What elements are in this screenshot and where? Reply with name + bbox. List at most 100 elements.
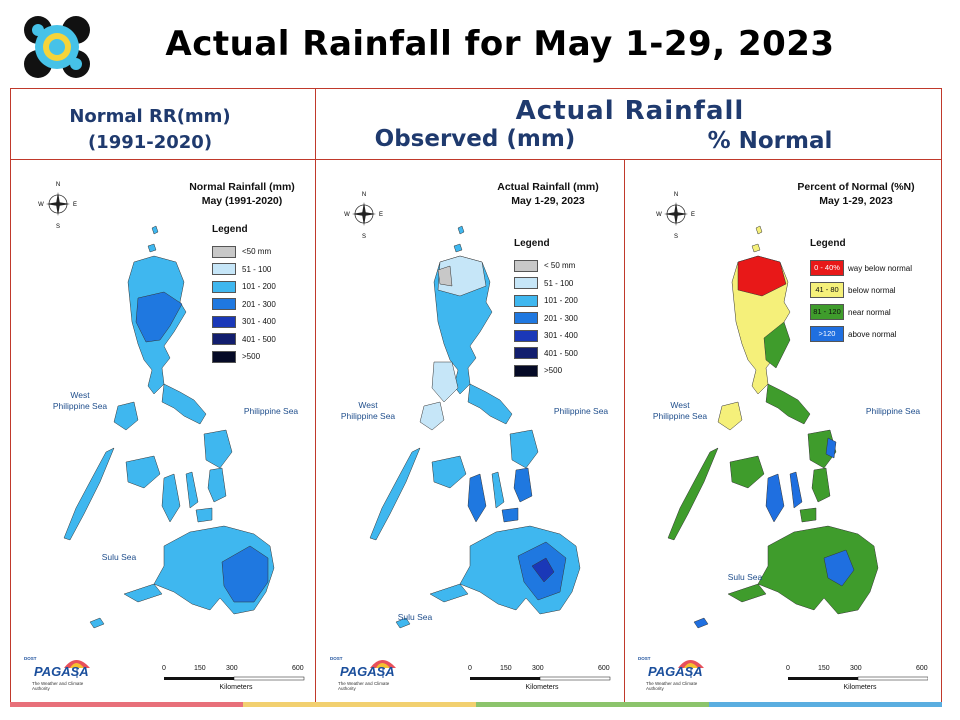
page-title: Actual Rainfall for May 1-29, 2023	[165, 24, 835, 64]
region-luzon-grey	[437, 265, 453, 287]
percent-map-title-line2: May 1-29, 2023	[819, 195, 893, 207]
legend-swatch	[212, 245, 236, 258]
scale-0: 0	[162, 665, 166, 672]
percent-map-title-line1: Percent of Normal (%N)	[797, 181, 915, 193]
scale-bar	[788, 676, 928, 681]
compass-e: E	[691, 212, 695, 218]
legend-swatch: 0 - 40%	[810, 260, 844, 276]
west-sea-line1: West	[670, 400, 690, 410]
region-zamboanga	[429, 583, 469, 603]
legend-swatch	[514, 329, 538, 342]
compass-w: W	[38, 202, 44, 208]
region-cebu	[789, 471, 803, 509]
legend-label: 101 - 200	[242, 282, 276, 292]
compass-e: E	[379, 212, 383, 218]
philippine-sea-label: Philippine Sea	[865, 406, 921, 416]
pagasa-umbrella-icon	[678, 660, 704, 678]
region-batanes	[457, 225, 465, 235]
agency-logo	[24, 16, 90, 78]
compass-s: S	[674, 234, 678, 240]
pagasa-dost: DOST	[330, 656, 343, 661]
region-babuyan	[751, 243, 761, 253]
pagasa-sub: The Weather and Climate Authority	[646, 681, 698, 691]
region-leyte	[811, 467, 831, 503]
normal-header: Normal RR(mm) (1991-2020)	[30, 104, 270, 156]
region-batanes	[151, 225, 159, 235]
actual-map-title: Actual Rainfall (mm) May 1-29, 2023	[478, 180, 618, 208]
frame-row-divider	[10, 159, 942, 160]
scale-labels: 0 150 300 600	[320, 665, 620, 675]
actual-map-title-line1: Actual Rainfall (mm)	[497, 181, 599, 193]
philippines-shape	[369, 225, 581, 629]
region-luzon-core	[135, 291, 183, 343]
region-bohol	[501, 507, 519, 523]
legend-label: 201 - 300	[242, 299, 276, 309]
pagasa-sub: The Weather and Climate Authority	[338, 681, 390, 691]
legend-swatch	[514, 294, 538, 307]
percent-map-svg: N S W E	[656, 192, 928, 681]
legend-swatch	[212, 315, 236, 328]
legend-label: 51 - 100	[544, 278, 574, 288]
legend-swatch	[514, 312, 538, 325]
percent-legend: Legend 0 - 40% way below normal 41 - 80 be…	[810, 238, 912, 345]
region-babuyan	[453, 243, 463, 253]
normal-map-title-line2: May (1991-2020)	[201, 195, 283, 207]
legend-swatch	[212, 333, 236, 346]
region-panay	[125, 455, 161, 489]
legend-row: 401 - 500	[212, 331, 276, 349]
region-mindoro	[113, 401, 139, 431]
west-sea-line1: West	[358, 400, 378, 410]
west-sea-line2: Philippine Sea	[52, 401, 108, 411]
region-bohol	[799, 507, 817, 523]
legend-row: >120 above normal	[810, 323, 912, 345]
pagasa-brand: PAGASA	[648, 664, 703, 679]
sulu-sea-label: Sulu Sea	[101, 552, 137, 562]
bottom-stripe-4	[709, 702, 942, 707]
scale-600: 600	[598, 665, 610, 672]
west-sea-line1: West	[70, 390, 90, 400]
legend-row: 101 - 200	[514, 292, 578, 310]
region-mindoro	[717, 401, 743, 431]
frame-col-3	[624, 159, 625, 704]
scale-bar	[470, 676, 611, 681]
legend-label: 301 - 400	[242, 317, 276, 327]
west-sea-line2: Philippine Sea	[652, 411, 708, 421]
region-mindanao	[757, 525, 879, 615]
compass-s: S	[56, 224, 60, 230]
pagasa-dost: DOST	[24, 656, 37, 661]
compass-w: W	[656, 212, 662, 218]
legend-label: 401 - 500	[544, 348, 578, 358]
pagasa-brand: PAGASA	[340, 664, 395, 679]
compass-e: E	[73, 202, 77, 208]
legend-title: Legend	[212, 224, 248, 235]
region-luzon-east	[763, 321, 791, 369]
region-bicol	[765, 383, 811, 425]
legend-row: >500	[514, 362, 578, 380]
scale-labels: 0 150 300 600	[14, 665, 314, 675]
legend-row: >500	[212, 348, 276, 366]
bottom-stripe-2	[243, 702, 476, 707]
legend-label: 201 - 300	[544, 313, 578, 323]
region-batanes	[755, 225, 763, 235]
pagasa-brand: PAGASA	[34, 664, 89, 679]
pagasa-sub: The Weather and Climate Authority	[32, 681, 84, 691]
scale-300: 300	[226, 665, 238, 672]
actual-map-panel: N S W E	[320, 162, 620, 702]
region-negros	[161, 473, 181, 523]
west-sea-label: West Philippine Sea	[328, 400, 408, 422]
legend-swatch	[514, 364, 538, 377]
legend-title: Legend	[514, 238, 550, 249]
actual-map-svg: N S W E	[344, 192, 611, 681]
actual-header: Actual Rainfall	[515, 96, 745, 126]
legend-row: 301 - 400	[212, 313, 276, 331]
scale-150: 150	[500, 665, 512, 672]
philippines-shape	[667, 225, 879, 629]
region-bicol	[161, 383, 207, 425]
region-zamboanga	[123, 583, 163, 603]
pagasa-logo: DOST PAGASA The Weather and Climate Auth…	[18, 654, 98, 694]
scale-150: 150	[194, 665, 206, 672]
region-sulu	[89, 617, 105, 629]
philippine-sea-label: Philippine Sea	[243, 406, 299, 416]
region-mindanao-core	[531, 557, 555, 583]
region-mindanao-center	[823, 549, 855, 587]
